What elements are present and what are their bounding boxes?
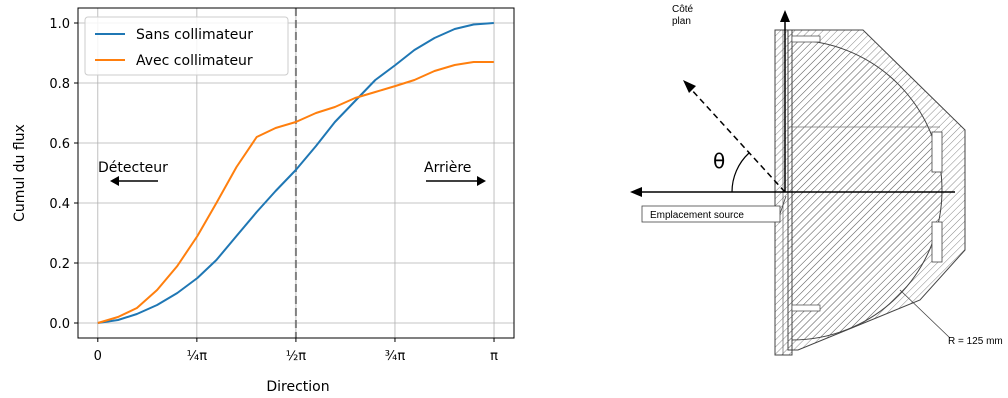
x-axis-title: Direction bbox=[266, 379, 329, 395]
annotation-arriere: Arrière bbox=[424, 160, 471, 176]
direction-dashed-arrow-icon bbox=[683, 80, 786, 193]
horizontal-axis-arrow-icon bbox=[630, 187, 955, 197]
x-tick-label: π bbox=[490, 349, 498, 364]
cumulative-flux-chart: 0 ¼π ½π ¾π π 0.0 0.2 0.4 0.6 0.8 1.0 Direction Cum… bbox=[12, 7, 515, 395]
bracket-upper bbox=[931, 131, 943, 173]
x-tick-label: ¼π bbox=[187, 349, 208, 364]
y-tick-label: 0.2 bbox=[49, 257, 70, 272]
y-tick-label: 0.0 bbox=[49, 317, 70, 332]
radius-leader-line bbox=[899, 289, 951, 339]
y-tick-label: 0.8 bbox=[49, 77, 70, 92]
series-layer bbox=[97, 22, 494, 324]
x-tick-label: ¾π bbox=[385, 349, 406, 364]
legend-label-avec: Avec collimateur bbox=[136, 53, 253, 69]
label-source: Emplacement source bbox=[650, 210, 744, 221]
legend-label-sans: Sans collimateur bbox=[136, 27, 253, 43]
label-theta: θ bbox=[713, 149, 725, 173]
label-radius: R = 125 mm bbox=[948, 336, 1003, 347]
screw-top bbox=[791, 35, 821, 43]
legend: Sans collimateur Avec collimateur bbox=[84, 16, 289, 76]
vertical-axis-arrow-icon bbox=[780, 10, 790, 192]
theta-arc bbox=[731, 152, 750, 193]
y-axis-title: Cumul du flux bbox=[12, 124, 28, 222]
series-line-sans bbox=[97, 22, 494, 324]
y-tick-label: 0.6 bbox=[49, 137, 70, 152]
ticks: 0 ¼π ½π ¾π π 0.0 0.2 0.4 0.6 0.8 1.0 bbox=[49, 17, 498, 364]
x-tick-label: 0 bbox=[94, 349, 102, 364]
screw-bottom bbox=[791, 304, 821, 312]
bracket-lower bbox=[931, 221, 943, 263]
series-line-avec bbox=[97, 61, 494, 324]
annotation-detecteur: Détecteur bbox=[98, 160, 168, 176]
arrow-left-icon bbox=[110, 176, 158, 186]
x-tick-label: ½π bbox=[286, 349, 307, 364]
y-tick-label: 1.0 bbox=[49, 17, 70, 32]
collimator-diagram: Côté plan θ Emplacement source R = 125 m… bbox=[630, 4, 1003, 356]
y-tick-label: 0.4 bbox=[49, 197, 70, 212]
label-cote: Côté bbox=[672, 4, 694, 15]
legend-box bbox=[84, 16, 289, 76]
label-plan: plan bbox=[672, 16, 691, 27]
source-leader-line bbox=[779, 195, 787, 215]
hemisphere bbox=[791, 39, 943, 341]
arrow-right-icon bbox=[426, 176, 486, 186]
